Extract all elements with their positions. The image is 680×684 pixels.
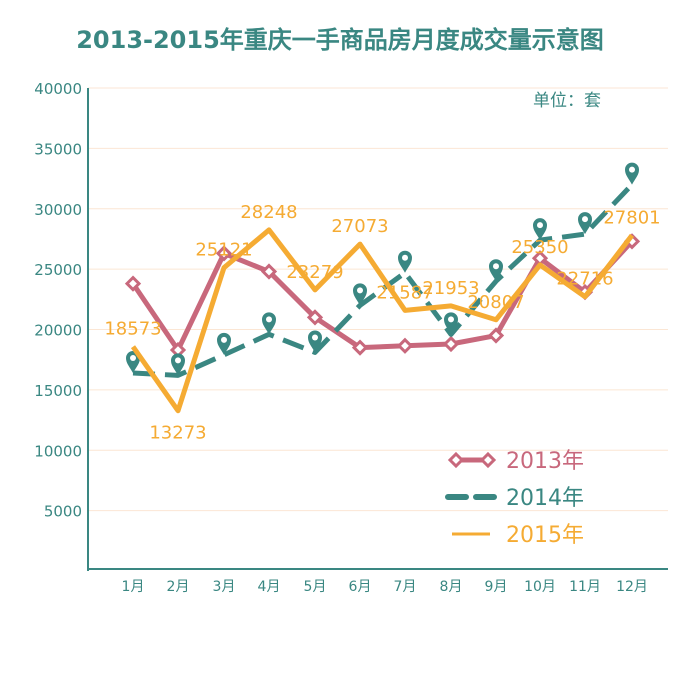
legend-item: 2013年 [447,449,584,474]
y-tick-label: 5000 [44,503,82,521]
data-label: 27073 [331,216,388,237]
legend-marker [479,451,497,469]
pin-hole [221,336,227,343]
pin-hole [130,354,136,361]
y-tick-label: 35000 [34,140,82,158]
pin-hole [312,334,318,341]
data-point-marker [578,212,592,235]
y-tick-label: 25000 [34,261,82,279]
x-tick-label: 7月 [394,579,417,595]
x-tick-label: 8月 [440,579,463,595]
unit-label: 单位：套 [533,91,601,111]
data-point-marker [353,283,367,306]
x-tick-label: 5月 [304,579,327,595]
legend-marker [447,451,465,469]
pin-hole [448,316,454,323]
data-point-marker [262,312,276,335]
x-tick-label: 12月 [616,579,648,595]
y-tick-label: 20000 [34,322,82,340]
data-point-marker [260,263,278,280]
legend-label: 2013年 [506,449,584,474]
data-point-marker [396,337,414,354]
y-tick-label: 15000 [34,382,82,400]
series-line-2014年 [132,182,634,378]
data-point-marker [126,350,140,373]
data-point-marker [442,335,460,353]
data-point-marker [308,330,322,353]
data-point-marker [124,275,142,292]
x-tick-label: 6月 [349,579,372,595]
pin-hole [357,287,363,294]
data-label: 20807 [467,292,524,313]
data-point-marker [444,312,458,335]
data-point-marker [215,245,233,262]
data-label: 13273 [149,423,206,444]
data-label: 18573 [104,319,161,340]
pin-hole [582,216,588,223]
legend-label: 2015年 [506,523,584,548]
x-tick-label: 2月 [167,579,190,595]
y-tick-label: 10000 [34,442,82,460]
legend-item: 2015年 [452,523,584,548]
pin-hole [493,263,499,270]
data-label: 25121 [195,240,252,261]
series-line-2015年 [130,227,634,414]
data-point-marker [489,259,503,282]
chart-title: 2013-2015年重庆一手商品房月度成交量示意图 [76,26,604,54]
series-line-2013年 [130,239,634,353]
x-tick-label: 9月 [485,579,508,595]
x-tick-label: 1月 [122,579,145,595]
data-point-marker [533,218,547,241]
data-point-marker [171,353,185,376]
x-tick-label: 4月 [258,579,281,595]
data-label: 21587 [376,282,433,303]
legend-item: 2014年 [445,486,584,511]
data-label: 23279 [286,262,343,283]
pin-hole [537,222,543,229]
data-label: 27801 [603,207,660,228]
data-label: 25350 [511,237,568,258]
y-tick-label: 40000 [34,80,82,98]
data-label: 21953 [422,278,479,299]
data-label: 22716 [556,269,613,290]
data-point-marker [351,339,369,356]
y-tick-label: 30000 [34,201,82,219]
data-point-marker [487,327,505,344]
data-point-marker [306,309,324,326]
pin-hole [175,357,181,364]
data-label: 28248 [240,202,297,223]
pin-hole [402,254,408,261]
data-point-marker [216,332,231,355]
x-tick-label: 11月 [569,579,601,595]
pin-hole [629,166,635,173]
data-point-marker [625,162,640,185]
legend-label: 2014年 [506,486,584,511]
x-tick-label: 10月 [524,579,556,595]
x-tick-label: 3月 [213,579,236,595]
data-point-marker [398,250,412,273]
pin-hole [266,316,272,323]
